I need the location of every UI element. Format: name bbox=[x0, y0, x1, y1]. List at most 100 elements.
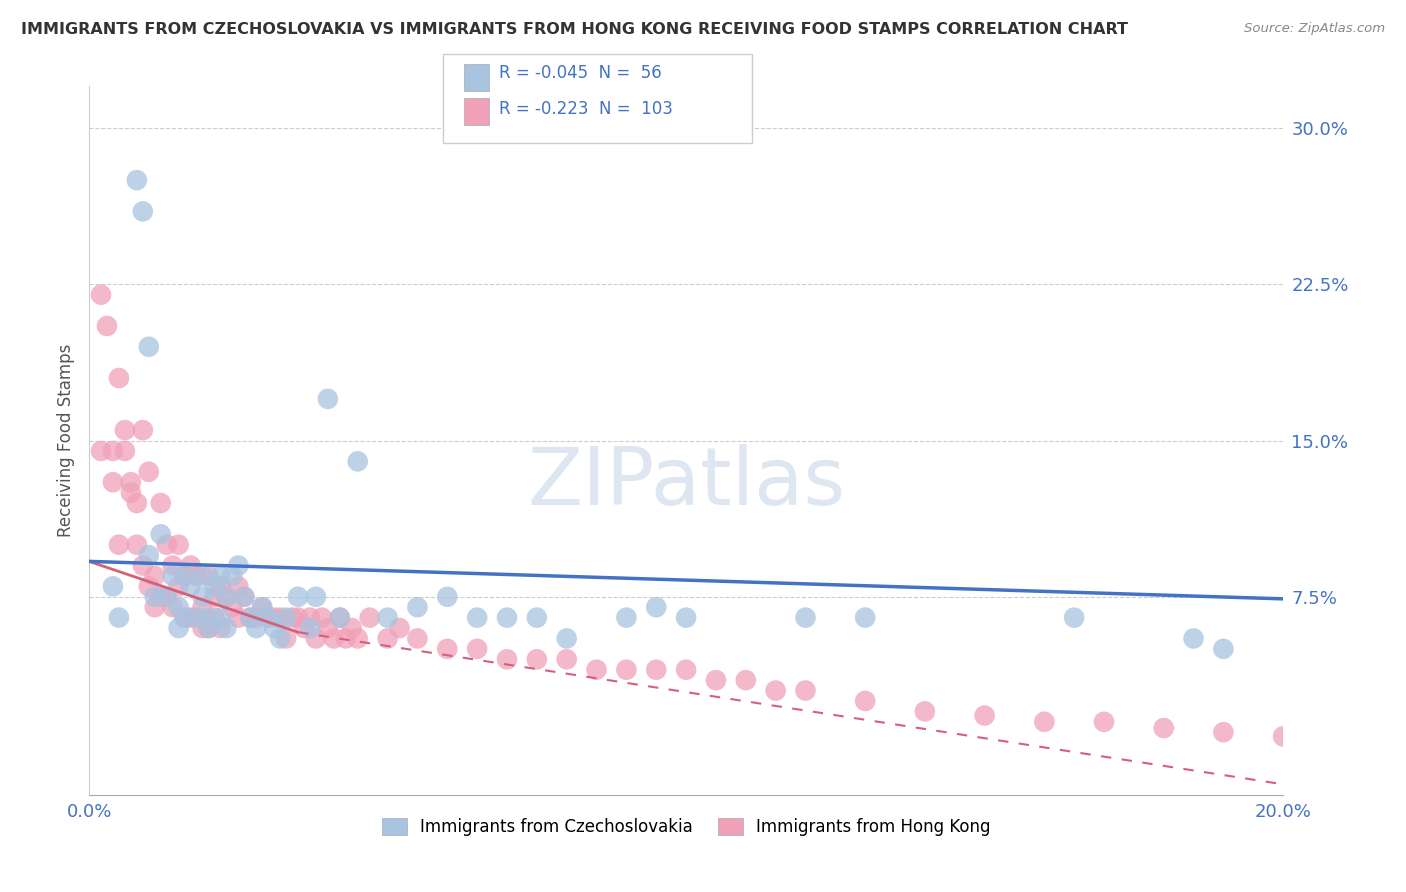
Point bbox=[143, 569, 166, 583]
Text: R = -0.045  N =  56: R = -0.045 N = 56 bbox=[499, 64, 662, 82]
Point bbox=[555, 632, 578, 646]
Point bbox=[853, 610, 876, 624]
Point bbox=[526, 610, 548, 624]
Point bbox=[1153, 721, 1175, 735]
Point bbox=[245, 610, 267, 624]
Point bbox=[228, 579, 250, 593]
Point bbox=[555, 652, 578, 666]
Point bbox=[156, 590, 179, 604]
Point bbox=[167, 621, 190, 635]
Point bbox=[101, 475, 124, 490]
Point bbox=[263, 621, 285, 635]
Point bbox=[209, 569, 232, 583]
Point bbox=[228, 610, 250, 624]
Point bbox=[120, 475, 142, 490]
Point bbox=[114, 444, 136, 458]
Point bbox=[191, 590, 214, 604]
Point bbox=[90, 287, 112, 301]
Point bbox=[149, 590, 172, 604]
Point bbox=[149, 496, 172, 510]
Point bbox=[156, 590, 179, 604]
Point bbox=[406, 600, 429, 615]
Point bbox=[585, 663, 607, 677]
Point bbox=[191, 600, 214, 615]
Point bbox=[645, 600, 668, 615]
Point bbox=[377, 632, 399, 646]
Point bbox=[156, 538, 179, 552]
Point bbox=[204, 610, 226, 624]
Point bbox=[132, 558, 155, 573]
Legend: Immigrants from Czechoslovakia, Immigrants from Hong Kong: Immigrants from Czechoslovakia, Immigran… bbox=[375, 812, 997, 843]
Point bbox=[162, 569, 184, 583]
Point bbox=[245, 621, 267, 635]
Point bbox=[263, 610, 285, 624]
Point bbox=[257, 610, 280, 624]
Point bbox=[197, 621, 219, 635]
Point bbox=[257, 610, 280, 624]
Point bbox=[149, 527, 172, 541]
Text: Source: ZipAtlas.com: Source: ZipAtlas.com bbox=[1244, 22, 1385, 36]
Point bbox=[377, 610, 399, 624]
Text: IMMIGRANTS FROM CZECHOSLOVAKIA VS IMMIGRANTS FROM HONG KONG RECEIVING FOOD STAMP: IMMIGRANTS FROM CZECHOSLOVAKIA VS IMMIGR… bbox=[21, 22, 1128, 37]
Point bbox=[215, 590, 238, 604]
Point bbox=[287, 590, 309, 604]
Point bbox=[281, 610, 304, 624]
Point bbox=[269, 632, 291, 646]
Point bbox=[204, 579, 226, 593]
Point bbox=[329, 610, 352, 624]
Point bbox=[215, 590, 238, 604]
Point bbox=[186, 569, 208, 583]
Point bbox=[132, 423, 155, 437]
Point bbox=[1331, 736, 1354, 750]
Point bbox=[1272, 730, 1295, 744]
Point bbox=[305, 632, 328, 646]
Point bbox=[167, 600, 190, 615]
Point bbox=[125, 538, 148, 552]
Point bbox=[645, 663, 668, 677]
Point bbox=[204, 590, 226, 604]
Point bbox=[526, 652, 548, 666]
Point bbox=[167, 538, 190, 552]
Point bbox=[197, 621, 219, 635]
Point bbox=[287, 610, 309, 624]
Point bbox=[322, 632, 344, 646]
Y-axis label: Receiving Food Stamps: Receiving Food Stamps bbox=[58, 343, 75, 537]
Point bbox=[675, 663, 697, 677]
Point bbox=[340, 621, 363, 635]
Point bbox=[465, 610, 488, 624]
Text: ZIPatlas: ZIPatlas bbox=[527, 444, 845, 522]
Point bbox=[973, 708, 995, 723]
Point bbox=[162, 558, 184, 573]
Point bbox=[616, 610, 638, 624]
Point bbox=[132, 204, 155, 219]
Point bbox=[191, 569, 214, 583]
Point bbox=[233, 590, 256, 604]
Point bbox=[1212, 641, 1234, 656]
Point bbox=[335, 632, 357, 646]
Point bbox=[173, 610, 195, 624]
Point bbox=[794, 683, 817, 698]
Point bbox=[108, 538, 131, 552]
Point bbox=[125, 173, 148, 187]
Point bbox=[233, 590, 256, 604]
Point bbox=[359, 610, 381, 624]
Point bbox=[274, 610, 297, 624]
Point bbox=[274, 632, 297, 646]
Point bbox=[162, 600, 184, 615]
Point bbox=[1182, 632, 1205, 646]
Point bbox=[329, 610, 352, 624]
Point bbox=[1302, 733, 1324, 747]
Point bbox=[436, 641, 458, 656]
Point bbox=[228, 558, 250, 573]
Point bbox=[167, 579, 190, 593]
Point bbox=[96, 318, 118, 333]
Point bbox=[173, 569, 195, 583]
Point bbox=[186, 610, 208, 624]
Point bbox=[250, 600, 273, 615]
Point bbox=[1033, 714, 1056, 729]
Point bbox=[1212, 725, 1234, 739]
Point bbox=[436, 590, 458, 604]
Point bbox=[316, 392, 339, 406]
Point bbox=[90, 444, 112, 458]
Point bbox=[853, 694, 876, 708]
